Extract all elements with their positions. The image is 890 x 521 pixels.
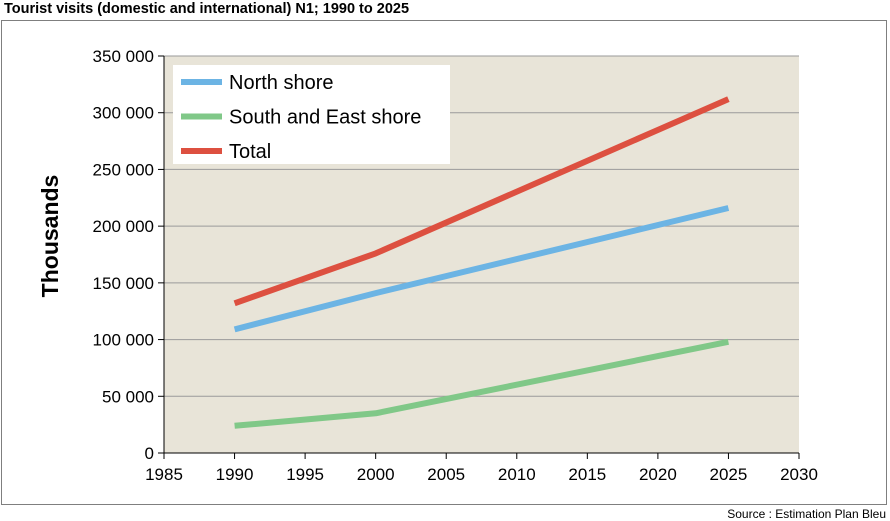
x-tick-label: 2005	[427, 465, 465, 484]
x-tick-label: 2030	[780, 465, 818, 484]
legend-label-south-and-east-shore: South and East shore	[229, 107, 421, 129]
y-tick-label: 200 000	[93, 217, 154, 236]
x-tick-label: 1995	[286, 465, 324, 484]
y-axis-label: Thousands	[37, 175, 63, 298]
legend-label-north-shore: North shore	[229, 72, 334, 94]
y-tick-label: 100 000	[93, 331, 154, 350]
x-tick-label: 1990	[216, 465, 254, 484]
x-tick-label: 2015	[568, 465, 606, 484]
y-tick-label: 0	[145, 444, 154, 463]
y-tick-label: 150 000	[93, 274, 154, 293]
legend-label-total: Total	[229, 141, 271, 163]
series-lines	[233, 96, 730, 429]
chart-title: Tourist visits (domestic and internation…	[4, 1, 410, 17]
series-line-total	[233, 96, 730, 307]
series-line-south-and-east-shore	[234, 338, 729, 429]
y-axis-ticks: 0 50 000 100 000 150 000 200 000 250 000 300 0…	[93, 47, 164, 463]
chart-frame	[1, 20, 887, 505]
axes	[163, 56, 799, 454]
x-tick-label: 2025	[710, 465, 748, 484]
x-tick-label: 2020	[639, 465, 677, 484]
y-tick-label: 350 000	[93, 47, 154, 66]
x-tick-label: 2010	[498, 465, 536, 484]
series-line-north-shore	[233, 205, 730, 333]
legend: North shore South and East shore Total	[173, 65, 450, 164]
x-tick-label: 2000	[357, 465, 395, 484]
source-note: Source : Estimation Plan Bleu	[727, 507, 886, 521]
y-tick-label: 50 000	[102, 387, 154, 406]
y-tick-label: 300 000	[93, 104, 154, 123]
y-tick-label: 250 000	[93, 160, 154, 179]
x-tick-label: 1985	[145, 465, 183, 484]
x-axis-ticks: 1985 1990 1995 2000 2005 2010 2015 2020 2025 2030	[145, 453, 818, 484]
